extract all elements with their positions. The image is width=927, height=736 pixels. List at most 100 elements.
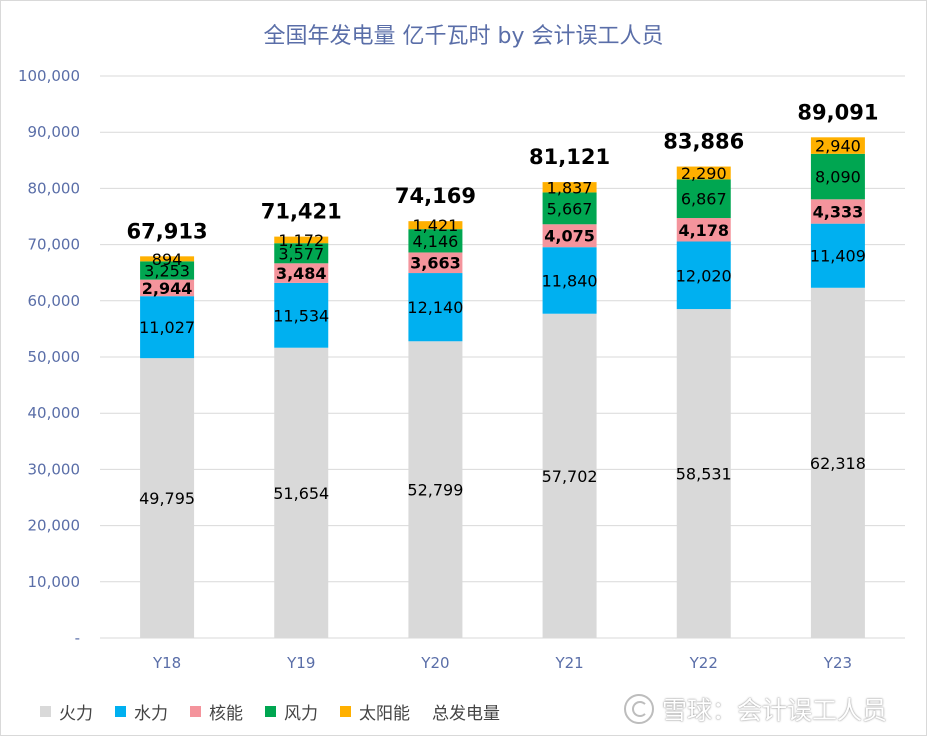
y-tick-label: 70,000 [28, 236, 81, 254]
data-label: 11,027 [139, 318, 195, 337]
data-label: 2,940 [815, 137, 861, 156]
data-label: 4,146 [413, 232, 459, 251]
data-label: 58,531 [676, 465, 732, 484]
data-label: 5,667 [547, 199, 593, 218]
legend-swatch [265, 705, 276, 717]
total-label: 81,121 [529, 145, 610, 169]
total-label: 89,091 [797, 100, 878, 124]
bar-segment [810, 137, 865, 154]
bar-segment [676, 179, 731, 219]
bar-segment [140, 358, 195, 638]
legend-item: 总发电量 [432, 699, 500, 724]
x-tick-label: Y19 [286, 654, 315, 672]
data-label: 49,795 [139, 489, 195, 508]
bar-segment [140, 261, 195, 280]
data-label: 11,534 [273, 306, 329, 325]
bar-segment [274, 236, 329, 244]
x-tick-label: Y18 [152, 654, 181, 672]
data-label: 2,944 [142, 279, 193, 298]
data-label: 2,290 [681, 164, 727, 183]
data-label: 3,663 [410, 254, 461, 273]
y-tick-label: 10,000 [28, 573, 81, 591]
bar-segment [140, 296, 195, 359]
bar-segment [542, 313, 597, 638]
bar-segment [542, 224, 597, 248]
bar-segment [676, 241, 731, 310]
data-label: 3,253 [144, 261, 190, 280]
data-label: 4,333 [813, 202, 864, 221]
total-label: 74,169 [395, 184, 476, 208]
legend-item: 风力 [265, 699, 318, 724]
data-label: 12,140 [407, 298, 463, 317]
legend-label: 风力 [284, 703, 318, 724]
data-label: 4,075 [544, 227, 595, 246]
y-tick-label: 30,000 [28, 460, 81, 478]
legend-swatch [190, 705, 201, 717]
data-label: 3,577 [278, 244, 324, 263]
snowball-logo-icon [624, 694, 654, 724]
data-label: 62,318 [810, 454, 866, 473]
y-tick-label: 90,000 [28, 123, 81, 141]
legend-item: 太阳能 [340, 699, 410, 724]
bar-segment [676, 309, 731, 638]
bar-segment [408, 341, 463, 638]
legend-item: 核能 [190, 699, 243, 724]
legend-swatch [115, 705, 126, 717]
data-label: 8,090 [815, 168, 861, 187]
data-label: 11,840 [542, 271, 598, 290]
y-tick-label: 20,000 [28, 517, 81, 535]
bar-segment [542, 182, 597, 193]
data-label: 52,799 [407, 481, 463, 500]
watermark-text: 雪球：会计误工人员 [662, 696, 888, 725]
legend-item: 火力 [40, 699, 93, 724]
x-tick-label: Y22 [689, 654, 718, 672]
chart-legend: 火力 水力 核能 风力 太阳能 总发电量 [40, 699, 500, 724]
y-tick-label: - [75, 629, 80, 647]
total-label: 67,913 [127, 219, 208, 243]
legend-label: 水力 [134, 703, 168, 724]
total-label: 83,886 [663, 130, 744, 154]
legend-swatch [40, 705, 51, 717]
bar-segment [408, 229, 463, 253]
bar-segment [408, 221, 463, 230]
legend-label: 核能 [209, 703, 243, 724]
x-tick-label: Y21 [554, 654, 583, 672]
data-label: 1,421 [413, 216, 459, 235]
y-tick-label: 80,000 [28, 179, 81, 197]
legend-label: 太阳能 [359, 703, 410, 724]
y-tick-label: 40,000 [28, 404, 81, 422]
bar-segment [408, 273, 463, 342]
bar-segment [542, 192, 597, 225]
y-tick-label: 60,000 [28, 292, 81, 310]
total-label: 71,421 [261, 200, 342, 224]
chart-title: 全国年发电量 亿千瓦时 by 会计误工人员 [263, 24, 664, 49]
data-label: 11,409 [810, 247, 866, 266]
watermark: 雪球：会计误工人员 [624, 691, 887, 727]
bar-segment [810, 223, 865, 288]
bar-segment [140, 279, 195, 297]
bar-segment [676, 166, 731, 180]
y-tick-label: 50,000 [28, 348, 81, 366]
data-label: 51,654 [273, 484, 329, 503]
bar-segment [810, 287, 865, 638]
data-label: 1,172 [278, 231, 324, 250]
bar-segment [274, 282, 329, 348]
y-tick-label: 100,000 [18, 67, 80, 85]
legend-swatch [340, 705, 351, 717]
legend-item: 水力 [115, 699, 168, 724]
data-label: 3,484 [276, 264, 327, 283]
bar-segment [274, 263, 329, 283]
bar-segment [274, 243, 329, 264]
x-tick-label: Y23 [823, 654, 852, 672]
data-label: 57,702 [542, 467, 598, 486]
data-label: 6,867 [681, 190, 727, 209]
data-label: 12,020 [676, 266, 732, 285]
data-label: 4,178 [678, 221, 729, 240]
data-label: 1,837 [547, 178, 593, 197]
bar-segment [810, 199, 865, 224]
bar-segment [676, 218, 731, 242]
bar-segment [408, 252, 463, 274]
legend-label: 总发电量 [432, 703, 500, 724]
bar-segment [810, 153, 865, 200]
